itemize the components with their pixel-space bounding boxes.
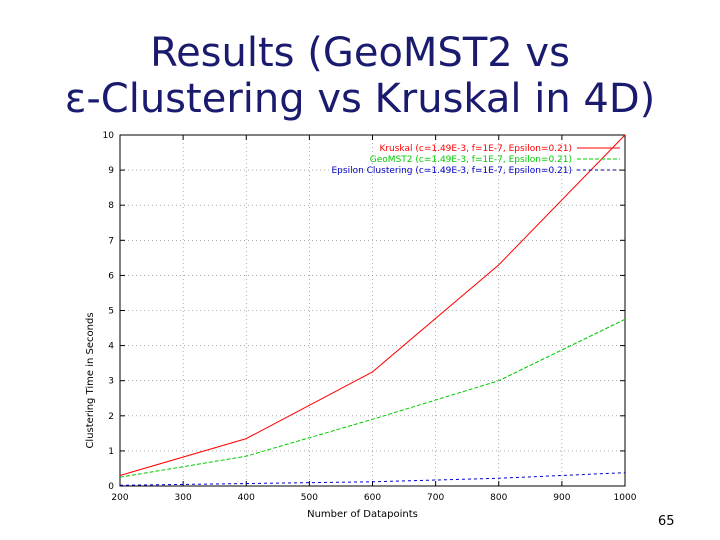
series-line-1	[119, 134, 626, 476]
y-tick-label: 6	[108, 271, 114, 281]
legend-label-2: GeoMST2 (c=1.49E-3, f=1E-7, Epsilon=0.21…	[370, 155, 572, 165]
x-tick-label: 800	[490, 493, 507, 503]
x-tick-label: 500	[301, 493, 318, 503]
page-number: 65	[658, 514, 675, 529]
legend-label-3: Epsilon Clustering (c=1.49E-3, f=1E-7, E…	[331, 166, 572, 176]
x-axis-label: Number of Datapoints	[307, 509, 418, 520]
y-tick-label: 5	[108, 307, 114, 317]
y-tick-label: 3	[108, 377, 114, 387]
title-line-1: Results (GeoMST2 vs	[150, 30, 570, 76]
x-tick-label: 600	[364, 493, 381, 503]
y-tick-label: 8	[108, 201, 114, 211]
title-line-2: ε-Clustering vs Kruskal in 4D)	[64, 76, 656, 122]
y-tick-label: 2	[108, 412, 114, 422]
x-tick-label: 400	[238, 493, 255, 503]
x-tick-label: 1000	[614, 493, 637, 503]
x-tick-label: 900	[553, 493, 570, 503]
x-tick-label: 300	[175, 493, 192, 503]
series-line-2	[119, 318, 626, 478]
slide-title: Results (GeoMST2 vs ε-Clustering vs Krus…	[0, 30, 720, 122]
series-line-3	[119, 472, 626, 486]
legend-label-1: Kruskal (c=1.49E-3, f=1E-7, Epsilon=0.21…	[379, 144, 572, 154]
y-axis-label: Clustering Time in Seconds	[85, 312, 96, 448]
y-tick-label: 9	[108, 166, 114, 176]
y-tick-label: 4	[108, 342, 114, 352]
y-tick-label: 0	[108, 482, 114, 492]
y-tick-label: 1	[108, 447, 114, 457]
y-tick-label: 7	[108, 236, 114, 246]
y-tick-label: 10	[103, 131, 115, 141]
x-tick-label: 200	[111, 493, 128, 503]
x-tick-label: 700	[427, 493, 444, 503]
